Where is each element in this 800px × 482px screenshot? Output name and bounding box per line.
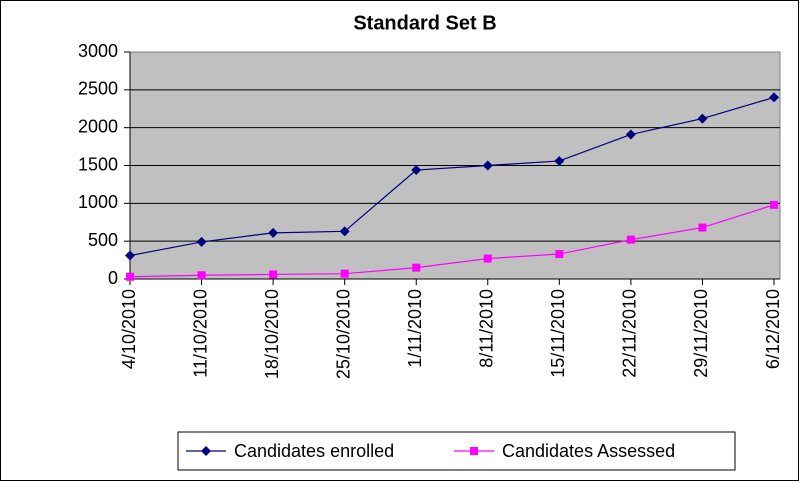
data-point bbox=[196, 236, 207, 247]
x-tick-label: 15/11/2010 bbox=[548, 289, 568, 378]
y-tick-label: 1500 bbox=[78, 154, 118, 174]
data-point bbox=[770, 200, 778, 209]
data-point bbox=[339, 226, 350, 237]
x-tick-label: 1/11/2010 bbox=[405, 289, 425, 368]
data-point bbox=[697, 113, 708, 124]
data-point bbox=[412, 263, 421, 272]
legend-label: Candidates enrolled bbox=[234, 441, 394, 461]
chart-title: Standard Set B bbox=[353, 12, 496, 34]
data-point bbox=[126, 272, 134, 281]
y-tick-label: 3000 bbox=[78, 41, 118, 61]
data-point bbox=[769, 92, 779, 103]
data-point bbox=[125, 250, 135, 261]
x-tick-label: 22/11/2010 bbox=[620, 289, 640, 378]
legend-label: Candidates Assessed bbox=[502, 441, 675, 461]
data-point bbox=[340, 269, 349, 278]
x-tick-label: 6/12/2010 bbox=[763, 289, 783, 369]
y-tick-label: 500 bbox=[88, 230, 118, 250]
data-point bbox=[554, 155, 565, 166]
legend-marker bbox=[470, 447, 478, 455]
y-tick-label: 2500 bbox=[78, 79, 118, 99]
y-tick-label: 1000 bbox=[78, 192, 118, 212]
x-tick-label: 29/11/2010 bbox=[691, 289, 711, 378]
data-point bbox=[625, 129, 636, 140]
y-tick-label: 2000 bbox=[78, 116, 118, 136]
legend-marker bbox=[201, 446, 211, 456]
data-point bbox=[411, 165, 422, 176]
data-point bbox=[269, 270, 278, 279]
data-point bbox=[555, 250, 564, 259]
data-point bbox=[197, 271, 206, 280]
x-tick-label: 25/10/2010 bbox=[333, 289, 353, 379]
x-tick-label: 8/11/2010 bbox=[477, 289, 497, 368]
x-tick-label: 18/10/2010 bbox=[262, 289, 282, 379]
data-point bbox=[698, 223, 707, 232]
data-point bbox=[483, 254, 492, 263]
data-point bbox=[626, 235, 635, 244]
y-tick-label: 0 bbox=[108, 268, 118, 288]
series-line bbox=[129, 96, 775, 257]
x-tick-label: 4/10/2010 bbox=[119, 289, 139, 369]
x-tick-label: 11/10/2010 bbox=[190, 289, 210, 378]
data-point bbox=[482, 160, 493, 171]
series-line bbox=[129, 204, 775, 278]
data-point bbox=[268, 227, 279, 238]
